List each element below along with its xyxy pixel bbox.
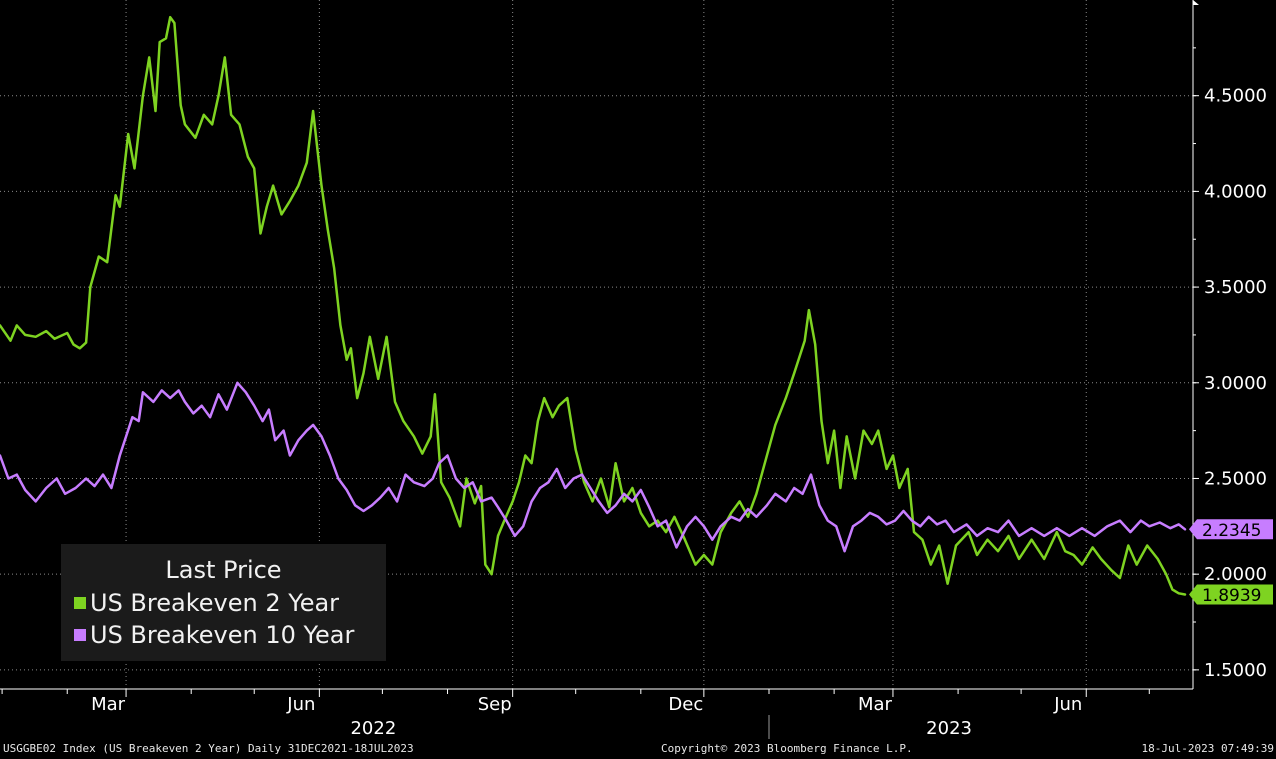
- x-year-label: 2023: [926, 718, 972, 739]
- series-lines: [0, 15, 1187, 596]
- last-price-tag-2y: [1189, 584, 1273, 605]
- last-price-value-10y: 2.2345: [1202, 521, 1261, 541]
- axes: 1.5000 2.0000 2.5000 3.0000 3.5000 4.0000 4.50…: [0, 0, 1267, 739]
- series-line-10y: [0, 381, 1187, 553]
- legend-swatch-10y: [74, 629, 86, 641]
- y-axis-arrow: [1193, 0, 1199, 5]
- x-tick-label: Mar: [858, 694, 893, 715]
- line-chart: 1.5000 2.0000 2.5000 3.0000 3.5000 4.0000 4.50…: [0, 0, 1273, 739]
- x-year-label: 2022: [350, 718, 396, 739]
- last-price-tag-10y: [1189, 519, 1273, 540]
- y-tick-label: 2.5000: [1204, 468, 1267, 489]
- legend-label-10y: US Breakeven 10 Year: [90, 621, 355, 649]
- x-tick-label: Mar: [91, 694, 126, 715]
- y-tick-label: 2.0000: [1204, 564, 1267, 585]
- legend-title: Last Price: [165, 556, 282, 584]
- footer-copyright: Copyright© 2023 Bloomberg Finance L.P.: [661, 742, 913, 755]
- x-tick-label: Jun: [1053, 694, 1082, 715]
- last-price-value-2y: 1.8939: [1202, 586, 1261, 606]
- footer-timestamp: 18-Jul-2023 07:49:39: [1141, 742, 1274, 755]
- legend-item-2y: US Breakeven 2 Year: [74, 589, 339, 617]
- series-line-2y: [0, 15, 1187, 596]
- gridlines: [0, 0, 1193, 689]
- x-tick-label: Sep: [478, 694, 512, 715]
- legend-item-10y: US Breakeven 10 Year: [74, 621, 354, 649]
- legend: Last Price US Breakeven 2 Year US Breake…: [61, 544, 386, 661]
- y-tick-label: 1.5000: [1204, 660, 1267, 681]
- y-tick-label: 4.0000: [1204, 181, 1267, 202]
- legend-swatch-2y: [74, 597, 86, 609]
- y-tick-label: 3.5000: [1204, 277, 1267, 298]
- x-tick-label: Dec: [668, 694, 703, 715]
- y-tick-label: 3.0000: [1204, 373, 1267, 394]
- last-price-tags: 1.8939 2.2345: [1189, 519, 1273, 606]
- x-tick-label: Jun: [286, 694, 315, 715]
- footer-security-info: USGGBE02 Index (US Breakeven 2 Year) Dai…: [3, 742, 414, 755]
- legend-label-2y: US Breakeven 2 Year: [90, 589, 340, 617]
- y-tick-label: 4.5000: [1204, 86, 1267, 107]
